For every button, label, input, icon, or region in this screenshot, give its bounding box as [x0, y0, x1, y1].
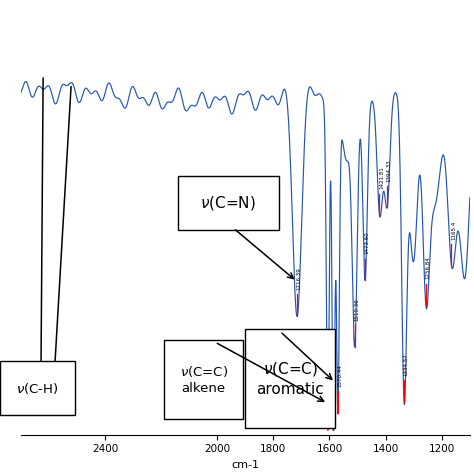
FancyBboxPatch shape	[0, 361, 74, 415]
Text: $\nu$(C-H): $\nu$(C-H)	[16, 381, 59, 396]
Text: 1606.56: 1606.56	[327, 381, 332, 403]
Text: $\nu$(C=C)
aromatic: $\nu$(C=C) aromatic	[256, 360, 324, 397]
Text: $\nu$(C=C)
alkene: $\nu$(C=C) alkene	[180, 364, 228, 395]
Text: 1256.84: 1256.84	[425, 256, 430, 279]
Text: 1334.57: 1334.57	[403, 353, 409, 376]
Text: $\nu$(C=N): $\nu$(C=N)	[201, 194, 256, 212]
FancyBboxPatch shape	[178, 176, 279, 230]
FancyBboxPatch shape	[245, 329, 335, 428]
Text: 1473.60: 1473.60	[365, 232, 369, 255]
Text: 1510.36: 1510.36	[354, 299, 359, 321]
Text: 1716.39: 1716.39	[296, 267, 301, 290]
Text: 1586.92: 1586.92	[333, 382, 337, 404]
FancyBboxPatch shape	[164, 340, 243, 419]
X-axis label: cm-1: cm-1	[231, 460, 259, 470]
Text: 1165.4: 1165.4	[451, 220, 456, 240]
Text: 1421.81: 1421.81	[379, 166, 384, 189]
Text: 1570.44: 1570.44	[337, 364, 342, 387]
Text: 1394.33: 1394.33	[387, 159, 392, 182]
